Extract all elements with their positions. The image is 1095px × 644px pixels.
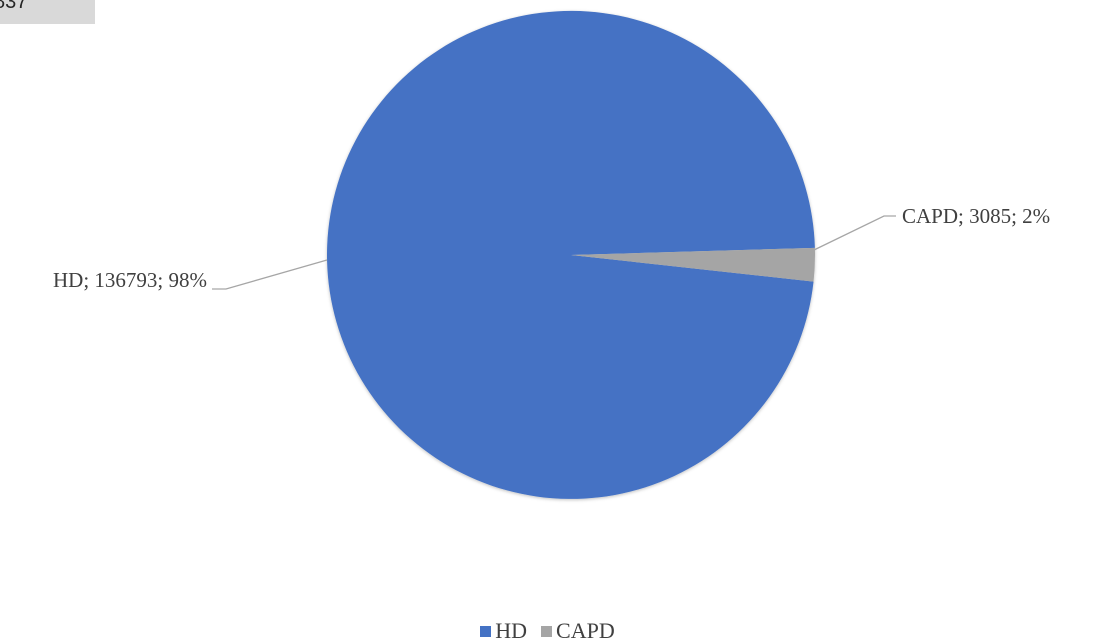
legend-item-hd: HD (480, 618, 527, 644)
legend-swatch-capd (541, 625, 553, 637)
data-labels: HD; 136793; 98% CAPD; 3085; 2% (53, 204, 1050, 292)
legend-label-hd: HD (495, 618, 528, 643)
leader-lines (212, 215, 896, 290)
data-label-capd: CAPD; 3085; 2% (902, 204, 1050, 228)
corner-badge-text: 837 (0, 0, 28, 13)
pie-slice-capd (571, 247, 816, 282)
leader-line-hd (212, 259, 328, 290)
pie-slice-hd (327, 10, 815, 499)
legend-label-capd: CAPD (556, 618, 615, 643)
leader-line-capd (813, 215, 896, 251)
legend: HD CAPD (0, 618, 1095, 644)
legend-swatch-hd (480, 625, 492, 637)
pie-slices (327, 10, 816, 499)
legend-item-capd: CAPD (541, 618, 615, 644)
corner-badge: 837 (0, 0, 95, 24)
data-label-hd: HD; 136793; 98% (53, 268, 207, 292)
